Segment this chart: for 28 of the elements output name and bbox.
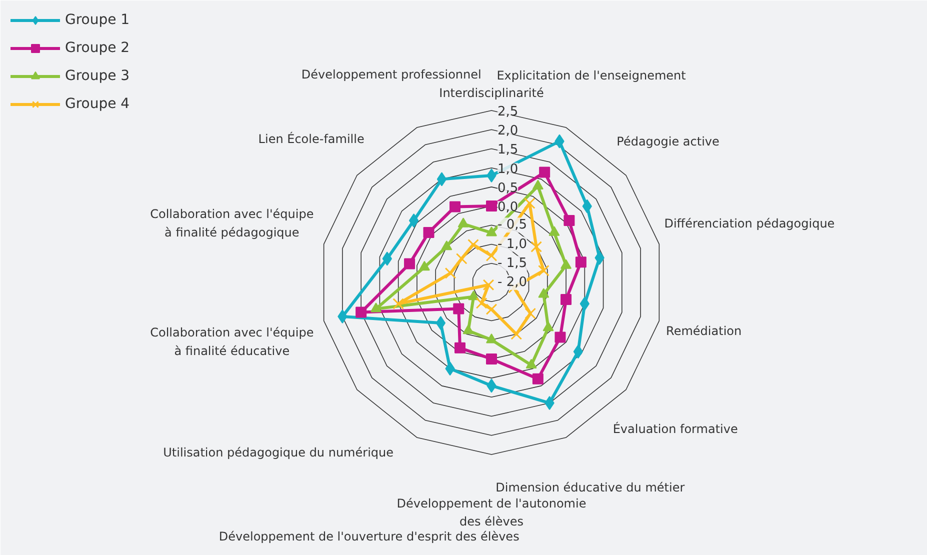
- spoke-label: Interdisciplinarité: [439, 86, 544, 100]
- spoke-label: Remédiation: [666, 324, 742, 338]
- y-tick-label: 1,5: [498, 142, 518, 158]
- y-tick-label: - 1,0: [498, 236, 527, 252]
- legend-label: Groupe 1: [65, 12, 130, 28]
- spoke-label: Pédagogie active: [616, 134, 720, 149]
- legend-label: Groupe 2: [65, 40, 130, 56]
- spoke-label: Différenciation pédagogique: [664, 216, 835, 231]
- y-tick-label: 2,0: [498, 124, 518, 139]
- y-tick-label: 0,0: [498, 200, 518, 216]
- y-tick-label: - 0,5: [498, 218, 527, 233]
- legend-label: Groupe 3: [65, 68, 130, 84]
- y-tick-label: 2,5: [498, 104, 518, 120]
- spoke-label: Lien École-famille: [258, 130, 364, 146]
- spoke-label: Collaboration avec l'équipe à finalité pédagogique: [150, 207, 314, 240]
- spoke-label: Développement de l'autonomie des élèves: [396, 496, 586, 529]
- spoke-label: Développement de l'ouverture d'esprit des élèves: [218, 530, 520, 544]
- spoke-label: Développement professionnel: [301, 68, 482, 82]
- legend-label: Groupe 4: [65, 96, 130, 112]
- y-tick-label: - 1,5: [498, 256, 527, 271]
- spoke-label: Utilisation pédagogique du numérique: [163, 446, 394, 460]
- spoke-label: Dimension éducative du métier: [496, 480, 685, 494]
- spoke-label: Explicitation de l'enseignement: [496, 68, 686, 82]
- spoke-label: Évaluation formative: [612, 421, 738, 436]
- y-tick-label: 0,5: [498, 180, 518, 196]
- spoke-label: Collaboration avec l'équipe à finalité éducative: [150, 326, 314, 358]
- y-tick-label: 1,0: [498, 162, 518, 177]
- y-tick-label: - 2,0: [498, 275, 527, 290]
